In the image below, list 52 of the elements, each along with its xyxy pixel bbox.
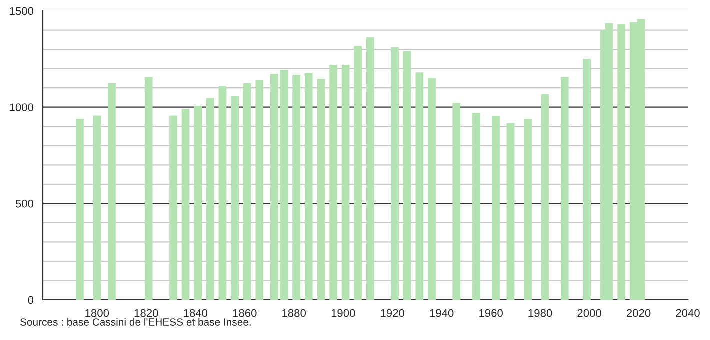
x-tick-label: 1820 [134, 309, 158, 318]
x-tick-label: 1800 [86, 309, 110, 318]
bar [182, 109, 190, 300]
bar [342, 64, 350, 300]
bar [194, 106, 202, 300]
bar [206, 98, 214, 300]
bar [618, 24, 626, 300]
bar [108, 83, 116, 300]
bar [366, 37, 374, 300]
bar [231, 96, 239, 300]
x-tick-label: 1940 [430, 309, 454, 318]
bar [144, 77, 153, 300]
bar [583, 58, 592, 300]
x-tick-label: 1980 [528, 309, 552, 318]
bar [403, 51, 412, 300]
y-tick-label: 0 [28, 296, 34, 304]
bar [452, 103, 461, 300]
bar [170, 116, 178, 300]
bar [218, 86, 227, 300]
bar [256, 80, 264, 300]
x-tick-label: 1860 [233, 309, 257, 318]
x-tick-label: 2040 [676, 309, 700, 318]
bar [541, 94, 550, 300]
y-tick-label: 500 [16, 200, 34, 208]
bar [472, 113, 480, 300]
x-tick-label: 1840 [184, 309, 208, 318]
bar [270, 74, 278, 300]
x-tick-label: 2020 [626, 309, 651, 318]
bar [304, 73, 313, 300]
bar [428, 78, 436, 300]
bar [76, 119, 84, 300]
x-tick-label: 1920 [381, 309, 405, 318]
bar [243, 83, 252, 300]
bar [506, 123, 515, 300]
bar [292, 74, 301, 300]
y-tick-label: 1000 [10, 104, 34, 112]
bar [560, 77, 569, 300]
source-note: Sources : base Cassini de l'EHESS et base Insee. [20, 318, 251, 326]
bar [354, 46, 362, 300]
bar [280, 70, 288, 300]
bar [416, 72, 424, 300]
bar [391, 47, 399, 300]
bar [524, 119, 532, 300]
bar [93, 116, 102, 300]
x-tick-label: 1960 [480, 309, 503, 318]
x-tick-label: 2000 [578, 309, 602, 318]
bar [317, 79, 326, 300]
bar [330, 64, 338, 300]
y-tick-label: 1500 [10, 7, 34, 16]
bar [492, 116, 500, 300]
x-tick-label: 1880 [282, 309, 306, 318]
x-tick-label: 1900 [332, 309, 356, 318]
